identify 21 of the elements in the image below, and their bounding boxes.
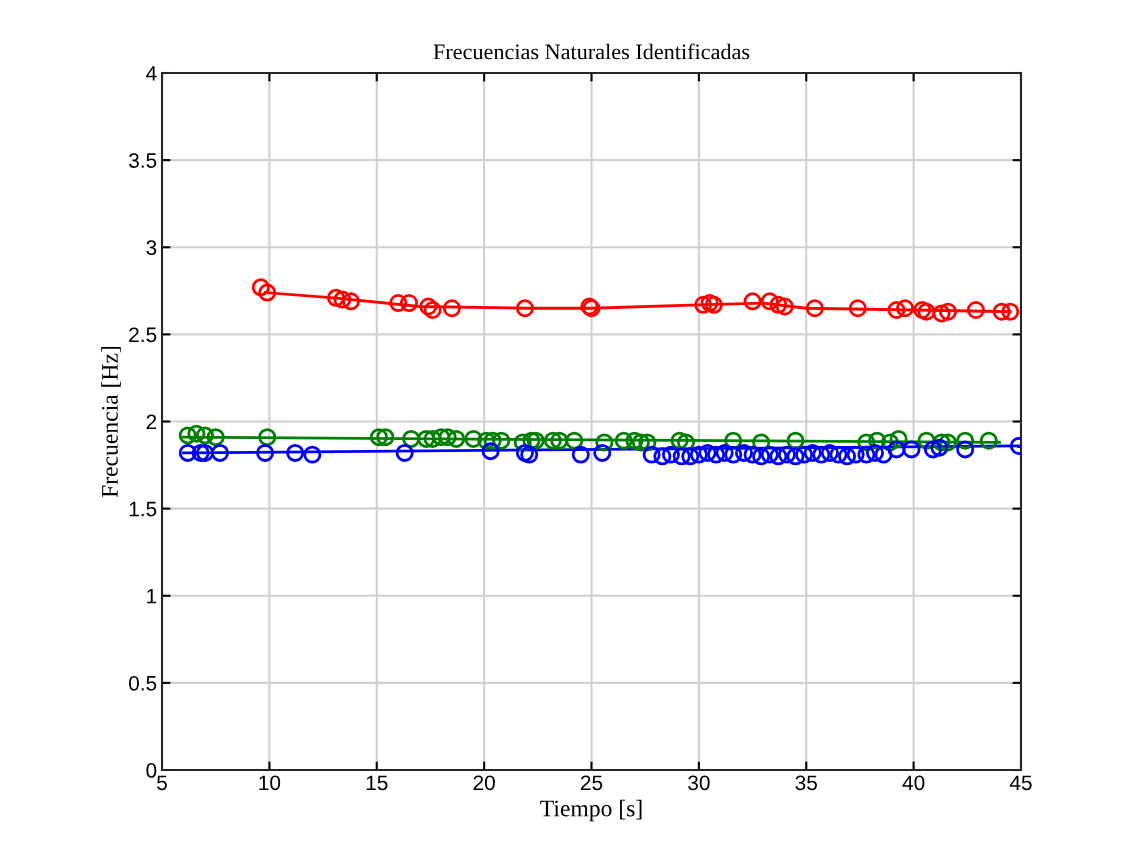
x-tick-label: 45 (1009, 775, 1032, 791)
y-tick-label: 2 (146, 414, 157, 430)
y-tick-label: 1 (147, 588, 157, 604)
x-tick-label: 40 (902, 775, 925, 791)
x-tick-label: 15 (366, 775, 388, 791)
chart-title: Frecuencias Naturales Identificadas (433, 43, 750, 60)
y-tick-label: 3 (146, 240, 157, 256)
y-tick-label: 1.5 (129, 501, 157, 517)
y-tick-label: 4 (146, 66, 157, 81)
x-tick-label: 35 (795, 775, 817, 791)
x-tick-label: 20 (473, 775, 495, 791)
x-tick-label: 25 (580, 775, 603, 791)
x-tick-label: 30 (688, 775, 710, 791)
y-tick-label: 0.5 (129, 675, 157, 691)
x-axis-title: Tiempo [s] (540, 799, 642, 822)
y-axis-title: Frecuencia [Hz] (101, 346, 121, 498)
y-tick-label: 2.5 (129, 327, 157, 343)
y-tick-label: 3.5 (128, 153, 157, 168)
x-tick-label: 5 (157, 775, 167, 791)
y-tick-label: 0 (146, 763, 157, 778)
x-tick-label: 10 (259, 775, 281, 791)
